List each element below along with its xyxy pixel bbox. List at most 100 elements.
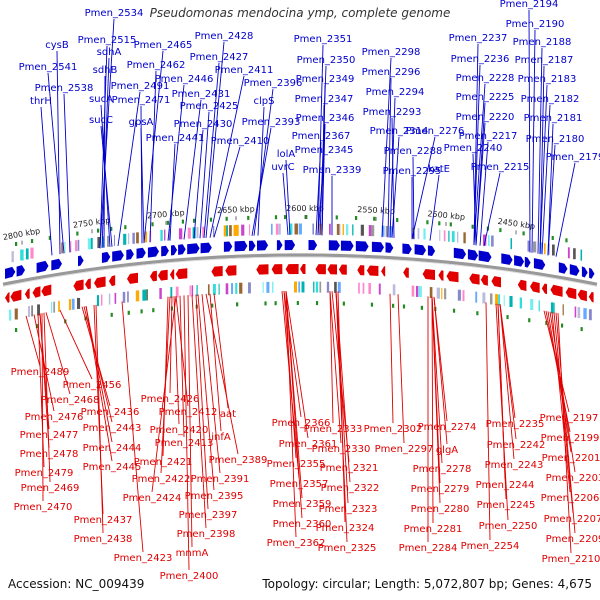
cog-feature (14, 308, 18, 320)
gene-label: Pmen_2445 (83, 462, 142, 473)
forward-gene (533, 258, 546, 270)
forward-gene (308, 240, 318, 251)
label-leader-line (199, 111, 210, 239)
rna-tick (97, 228, 100, 233)
gene-label: Pmen_2330 (312, 444, 371, 455)
label-leader-line (251, 127, 272, 236)
cog-feature (462, 290, 465, 302)
label-leader-line (201, 294, 221, 474)
gene-label: Pmen_2217 (459, 131, 518, 142)
reverse-gene (422, 269, 435, 280)
rna-tick (274, 301, 277, 306)
cog-feature (96, 295, 100, 307)
gene-label: Pmen_2456 (63, 380, 122, 391)
label-leader-line (285, 159, 291, 236)
label-leader-line (479, 141, 489, 246)
label-leader-line (431, 296, 441, 504)
cog-feature (510, 238, 512, 250)
gene-label: Pmen_2187 (515, 55, 574, 66)
gene-label: Pmen_2314 (370, 126, 429, 137)
rna-tick (110, 226, 113, 231)
rna-tick (370, 302, 374, 307)
cog-feature (270, 223, 273, 235)
forward-gene (284, 240, 296, 251)
cog-feature (239, 282, 243, 294)
cog-feature (498, 294, 501, 306)
cog-feature (487, 235, 490, 247)
scale-label: 2550 kbp (357, 205, 395, 216)
gene-label: Pmen_2220 (456, 112, 515, 123)
rna-tick (560, 323, 564, 328)
gene-label: Pmen_2420 (150, 425, 209, 436)
cog-feature (191, 285, 194, 297)
rna-tick (471, 224, 474, 229)
gene-label: Pmen_2288 (384, 146, 443, 157)
gene-label: Pmen_2469 (21, 483, 80, 494)
cog-feature (583, 308, 587, 320)
rna-tick (193, 218, 196, 223)
label-leader-line (47, 72, 65, 254)
cog-feature (313, 281, 315, 293)
cog-feature (562, 304, 564, 316)
label-leader-line (56, 50, 61, 255)
rna-tick (580, 327, 583, 332)
gene-label: Pmen_2333 (304, 424, 363, 435)
label-leader-line (499, 304, 515, 460)
gene-label: Pmen_2236 (451, 54, 510, 65)
label-leader-line (555, 312, 576, 534)
gene-label: Pmen_2298 (362, 47, 421, 58)
label-leader-line (213, 293, 229, 409)
label-leader-line (335, 291, 351, 483)
cog-feature (378, 283, 381, 295)
gene-label: Pmen_2443 (83, 423, 142, 434)
label-leader-line (541, 104, 551, 255)
gene-label: Pmen_2281 (404, 524, 463, 535)
reverse-gene-labels: Pmen_2489Pmen_2456Pmen_2468Pmen_2476Pmen… (11, 291, 600, 582)
label-leader-line (101, 57, 110, 249)
cog-feature (527, 240, 531, 252)
gene-label: Pmen_2366 (272, 418, 331, 429)
label-leader-line (315, 141, 322, 236)
cog-feature (329, 223, 331, 235)
cog-feature (368, 283, 371, 295)
rna-tick (110, 312, 113, 317)
label-leader-line (555, 162, 576, 257)
reverse-gene (32, 286, 41, 298)
cog-feature (68, 299, 72, 311)
gene-label: Pmen_2237 (449, 33, 508, 44)
cog-feature (491, 235, 494, 247)
gene-label: Pmen_2278 (413, 464, 472, 475)
forward-gene (340, 240, 354, 251)
gene-label: Pmen_2206 (541, 493, 600, 504)
cog-feature (164, 229, 166, 241)
cog-feature (360, 224, 364, 236)
gene-label: Pmen_2462 (127, 60, 186, 71)
gene-label: Pmen_2534 (85, 8, 144, 19)
reverse-gene (438, 270, 444, 281)
gene-label: Pmen_2280 (411, 504, 470, 515)
cog-feature (136, 232, 139, 244)
rna-tick (236, 302, 239, 307)
label-leader-line (472, 153, 477, 246)
cog-feature (539, 242, 543, 254)
label-leader-line (495, 303, 509, 521)
rna-tick (452, 308, 456, 313)
cog-feature (241, 224, 245, 236)
gene-label: Pmen_2296 (362, 67, 421, 78)
gene-label: Pmen_2538 (35, 83, 94, 94)
cog-feature (144, 289, 148, 301)
gene-label: katE (428, 164, 450, 175)
genome-backbone (2, 253, 598, 286)
cog-feature (577, 307, 581, 319)
gene-label: Pmen_2197 (540, 413, 599, 424)
forward-gene (371, 241, 384, 253)
cog-feature (532, 241, 537, 253)
gene-label: Pmen_2228 (456, 73, 515, 84)
label-leader-line (282, 172, 289, 236)
gene-label: Pmen_2541 (19, 62, 78, 73)
reverse-gene (577, 289, 587, 302)
cog-feature (294, 223, 298, 235)
cog-feature (77, 239, 80, 251)
cog-feature (503, 295, 505, 307)
gene-label: Pmen_2476 (25, 412, 84, 423)
